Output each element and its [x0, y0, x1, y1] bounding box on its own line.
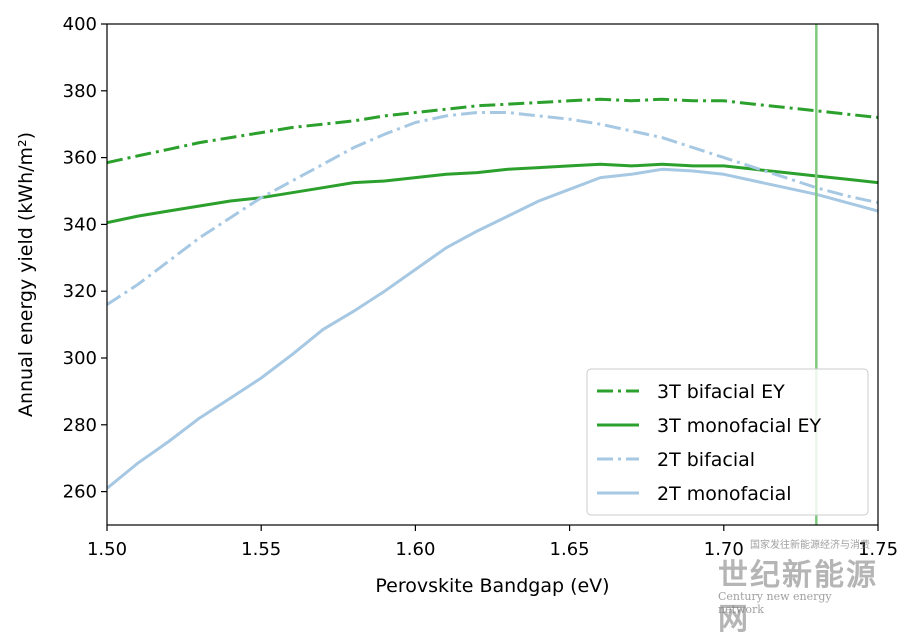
x-tick-label: 1.75	[858, 539, 898, 560]
y-axis-title: Annual energy yield (kWh/m²)	[15, 132, 37, 417]
series-line-3t-monofacial-ey	[107, 162, 878, 225]
watermark: 国家发往新能源经济与消费 世纪新能源网 Century new energy n…	[718, 540, 918, 637]
y-tick-label: 380	[63, 81, 97, 102]
y-tick-label: 300	[63, 348, 97, 369]
legend-box	[586, 368, 869, 516]
plot-frame	[106, 23, 879, 526]
series-line-2t-bifacial	[107, 111, 878, 306]
x-tick-label: 1.70	[704, 539, 744, 560]
y-tick-label: 260	[63, 482, 97, 503]
legend-label: 3T bifacial EY	[657, 381, 785, 403]
y-axis-ticks: 260 280 300 320 340 360 380 400	[63, 14, 107, 503]
legend-label: 3T monofacial EY	[657, 415, 822, 437]
y-tick-label: 360	[63, 148, 97, 169]
x-tick-label: 1.55	[241, 539, 281, 560]
x-tick-label: 1.65	[550, 539, 590, 560]
legend: 3T bifacial EY 3T monofacial EY 2T bifacia…	[586, 368, 869, 516]
legend-label: 2T monofacial	[657, 483, 792, 505]
series-line-2t-monofacial	[107, 167, 878, 490]
watermark-sub-text: Century new energy network	[718, 590, 832, 616]
x-axis-ticks: 1.50 1.55 1.60 1.65 1.70 1.75	[87, 525, 898, 560]
energy-yield-chart: 1.50 1.55 1.60 1.65 1.70 1.75 260 280 300 320 340…	[15, 14, 898, 597]
legend-label: 2T bifacial	[657, 449, 755, 471]
x-tick-label: 1.60	[395, 539, 435, 560]
series-line-3t-bifacial-ey	[107, 97, 878, 165]
y-tick-label: 400	[63, 14, 97, 35]
x-tick-label: 1.50	[87, 539, 127, 560]
y-tick-label: 280	[63, 415, 97, 436]
x-axis-title: Perovskite Bandgap (eV)	[375, 575, 609, 597]
watermark-top-text: 国家发往新能源经济与消费	[750, 540, 870, 551]
y-tick-label: 320	[63, 281, 97, 302]
plot-lines	[107, 97, 878, 490]
y-tick-label: 340	[63, 214, 97, 235]
